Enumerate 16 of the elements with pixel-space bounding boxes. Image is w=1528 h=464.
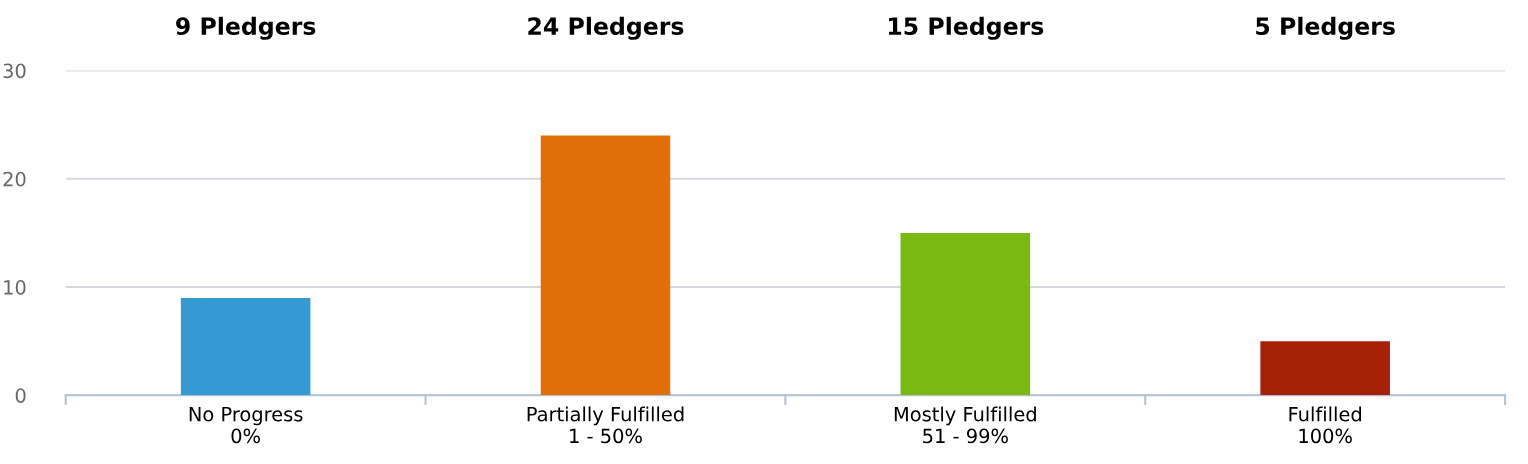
y-tick-label: 0 <box>15 388 26 403</box>
bar <box>1260 341 1390 396</box>
data-label: 24 Pledgers <box>528 16 684 40</box>
y-tick-label: 20 <box>3 171 26 187</box>
x-tick-label: No Progress 0% <box>189 407 303 444</box>
y-tick-label: 30 <box>3 63 26 79</box>
x-tick-label: Fulfilled 100% <box>1289 406 1361 444</box>
data-label: 5 Pledgers <box>1256 16 1395 40</box>
x-tick-label: Partially Fulfilled 1 - 50% <box>527 406 684 444</box>
bar <box>180 297 311 396</box>
bar <box>540 135 671 396</box>
data-label: 9 Pledgers <box>176 16 316 40</box>
x-tick-label: Mostly Fulfilled 51 - 99% <box>894 406 1036 444</box>
data-label: 15 Pledgers <box>888 16 1044 40</box>
y-tick-label: 10 <box>4 280 26 295</box>
bar <box>900 232 1031 396</box>
